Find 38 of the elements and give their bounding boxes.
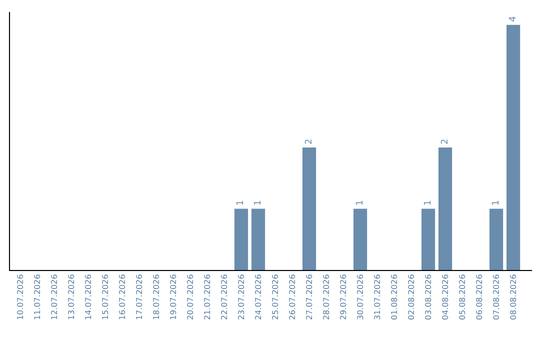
data-label: 1 (236, 200, 246, 206)
data-label: 2 (440, 138, 450, 144)
x-tick-label: 30.07.2026 (356, 274, 365, 320)
x-tick-label: 23.07.2026 (236, 274, 246, 320)
x-tick-label: 13.07.2026 (66, 274, 76, 320)
x-tick-label: 18.07.2026 (152, 274, 161, 320)
x-tick-label: 29.07.2026 (338, 274, 348, 320)
x-tick-label: 21.07.2026 (202, 274, 212, 320)
data-label: 1 (355, 200, 366, 206)
x-tick-label: 22.07.2026 (220, 274, 229, 320)
x-tick-label: 10.07.2026 (16, 274, 25, 320)
x-tick-label: 14.07.2026 (84, 274, 93, 320)
x-tick-label: 02.08.2026 (406, 274, 416, 320)
x-tick-label: 12.07.2026 (50, 274, 59, 320)
x-tick-label: 03.08.2026 (424, 274, 433, 320)
x-tick-label: 19.07.2026 (168, 274, 178, 320)
x-tick-label: 17.07.2026 (134, 274, 144, 320)
x-tick-label: 08.08.2026 (508, 274, 518, 320)
x-tick-label: 25.07.2026 (270, 274, 280, 320)
x-tick-label: 05.08.2026 (458, 274, 467, 320)
x-tick-label: 15.07.2026 (100, 274, 110, 320)
x-tick-label: 01.08.2026 (390, 274, 399, 320)
x-tick-label: 27.07.2026 (304, 274, 314, 320)
data-label: 1 (491, 200, 502, 206)
data-label: 1 (253, 200, 264, 206)
data-label: 2 (304, 138, 314, 144)
x-tick-label: 11.07.2026 (32, 274, 42, 320)
x-tick-label: 31.07.2026 (372, 274, 382, 320)
data-label: 4 (508, 16, 518, 22)
x-tick-label: 20.07.2026 (186, 274, 195, 320)
x-tick-label: 28.07.2026 (322, 274, 331, 320)
x-tick-label: 04.08.2026 (440, 274, 450, 320)
x-tick-label: 16.07.2026 (118, 274, 127, 320)
x-tick-label: 26.07.2026 (288, 274, 297, 320)
data-label: 1 (423, 200, 434, 206)
x-tick-label: 06.08.2026 (474, 274, 484, 320)
x-tick-label: 07.08.2026 (492, 274, 501, 320)
x-tick-label: 24.07.2026 (254, 274, 263, 320)
